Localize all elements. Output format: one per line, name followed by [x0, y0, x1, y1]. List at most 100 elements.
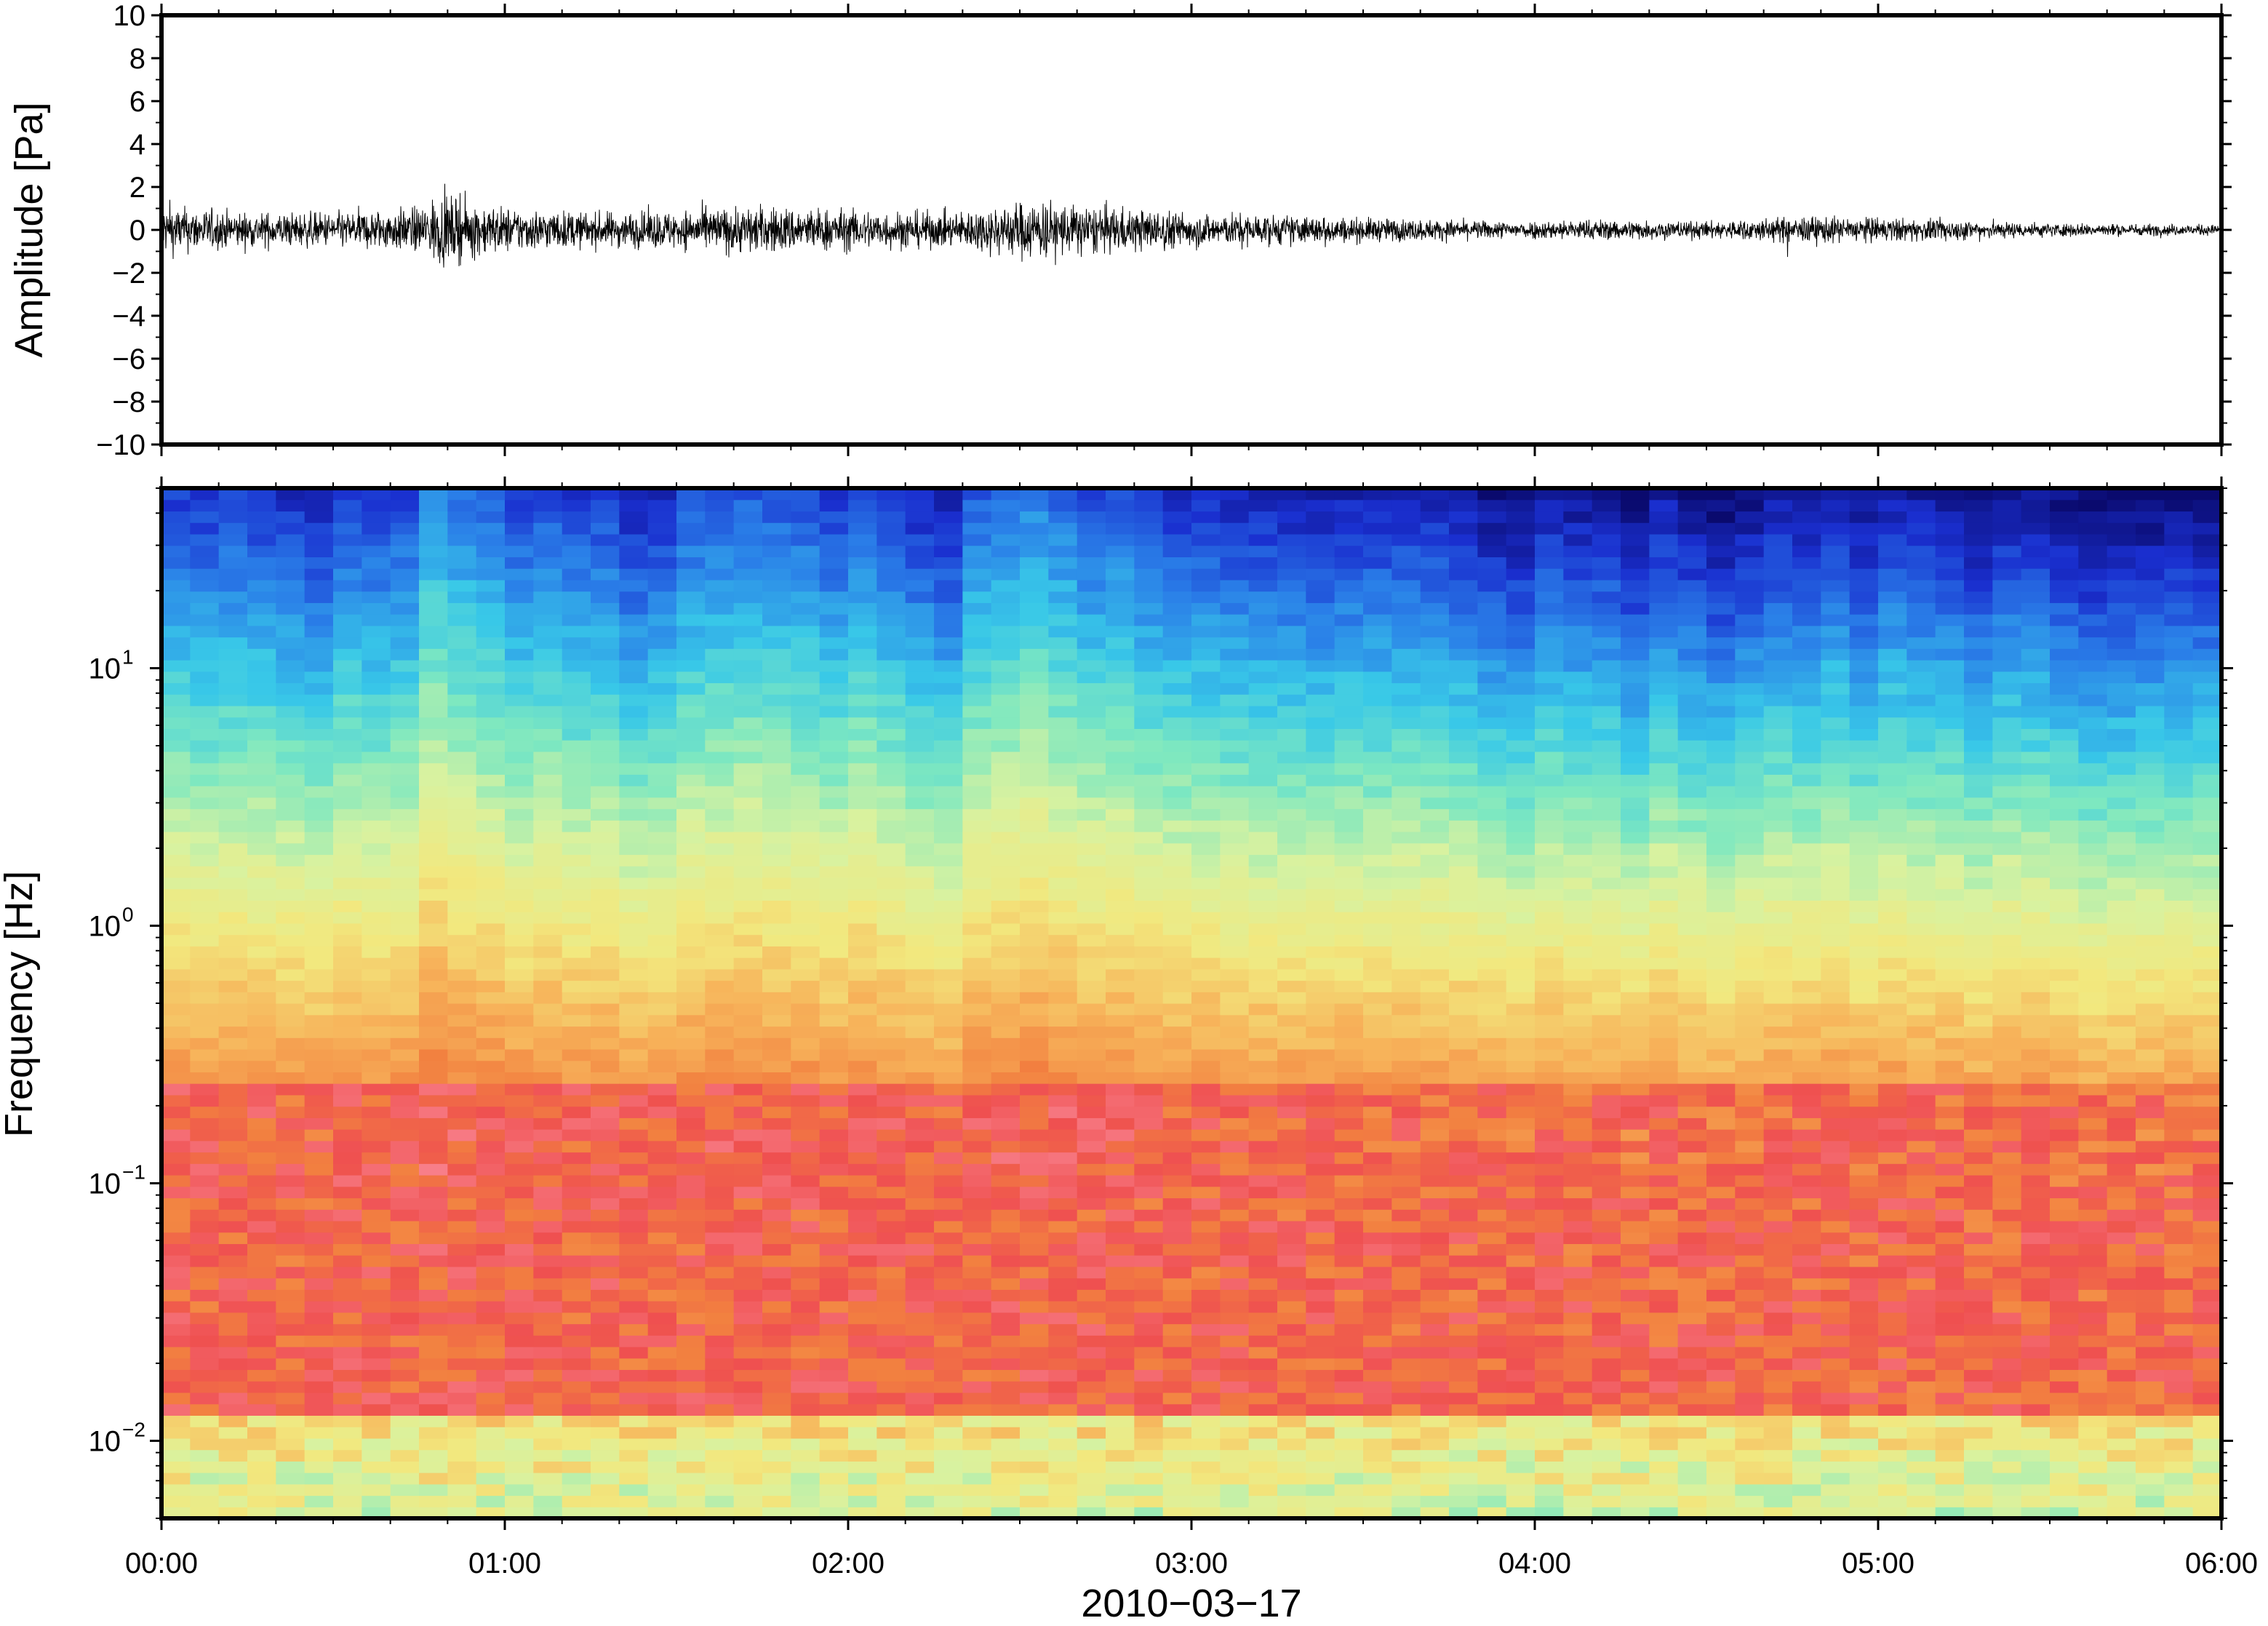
spectrogram-cell	[276, 1438, 305, 1450]
spectrogram-cell	[1649, 1438, 1678, 1450]
spectrogram-cell	[305, 1095, 334, 1107]
spectrogram-cell	[1592, 637, 1621, 649]
spectrogram-cell	[1106, 717, 1135, 729]
spectrogram-cell	[362, 752, 391, 763]
spectrogram-cell	[1335, 1496, 1364, 1507]
spectrogram-cell	[562, 1152, 591, 1164]
spectrogram-cell	[1048, 1472, 1077, 1484]
spectrogram-cell	[1506, 1312, 1536, 1324]
spectrogram-cell	[1363, 1324, 1392, 1336]
spectrogram-cell	[991, 637, 1021, 649]
spectrogram-cell	[1249, 1472, 1278, 1484]
spectrogram-cell	[533, 1278, 562, 1290]
spectrogram-cell	[276, 1015, 305, 1027]
spectrogram-cell	[247, 992, 276, 1003]
spectrogram-cell	[161, 614, 191, 626]
spectrogram-cell	[877, 1312, 906, 1324]
spectrogram-cell	[848, 843, 877, 855]
spectrogram-cell	[1191, 568, 1221, 580]
spectrogram-cell	[1449, 809, 1478, 821]
spectrogram-cell	[820, 752, 849, 763]
spectrogram-cell	[1363, 694, 1392, 706]
spectrogram-cell	[619, 1267, 648, 1278]
spectrogram-cell	[991, 1003, 1021, 1015]
spectrogram-cell	[1421, 1278, 1450, 1290]
spectrogram-cell	[1020, 1243, 1049, 1255]
spectrogram-cell	[1020, 1381, 1049, 1392]
spectrogram-cell	[619, 1003, 648, 1015]
spectrogram-cell	[1449, 935, 1478, 946]
spectrogram-cell	[962, 1415, 991, 1427]
spectrogram-cell	[1048, 1438, 1077, 1450]
spectrogram-cell	[533, 534, 562, 546]
spectrogram-cell	[1220, 1438, 1249, 1450]
spectrogram-cell	[247, 935, 276, 946]
spectrogram-cell	[247, 602, 276, 614]
spectrogram-cell	[1306, 1484, 1335, 1496]
spectrogram-cell	[705, 809, 734, 821]
spectrogram-cell	[1277, 1129, 1306, 1141]
spectrogram-cell	[419, 1450, 448, 1462]
spectrogram-cell	[362, 717, 391, 729]
spectrogram-cell	[1649, 1404, 1678, 1416]
spectrogram-cell	[1163, 511, 1192, 522]
spectrogram-cell	[991, 843, 1021, 855]
spectrogram-cell	[1592, 648, 1621, 660]
spectrogram-cell	[476, 1083, 506, 1095]
spectrogram-cell	[734, 717, 763, 729]
spectrogram-cell	[419, 889, 448, 901]
spectrogram-cell	[762, 1083, 791, 1095]
spectrogram-cell	[1477, 1404, 1506, 1416]
spectrogram-cell	[1506, 1129, 1536, 1141]
spectrogram-cell	[362, 534, 391, 546]
spectrogram-cell	[1621, 854, 1650, 866]
spectrogram-cell	[1421, 809, 1450, 821]
spectrogram-cell	[877, 1461, 906, 1472]
spectrogram-cell	[705, 717, 734, 729]
spectrogram-cell	[676, 1141, 706, 1152]
spectrogram-cell	[1649, 1335, 1678, 1347]
spectrogram-cell	[219, 1484, 248, 1496]
spectrogram-cell	[877, 1232, 906, 1244]
spectrogram-cell	[1335, 1335, 1364, 1347]
spectrogram-cell	[1106, 1381, 1135, 1392]
spectrogram-cell	[1077, 660, 1106, 671]
spectrogram-cell	[219, 1461, 248, 1472]
spectrogram-cell	[1477, 774, 1506, 786]
spectrogram-cell	[1649, 866, 1678, 877]
spectrogram-cell	[1592, 900, 1621, 912]
spectrogram-cell	[877, 866, 906, 877]
spectrogram-cell	[247, 1061, 276, 1072]
spectrogram-cell	[276, 580, 305, 591]
spectrogram-cell	[562, 912, 591, 923]
spectrogram-cell	[1449, 1484, 1478, 1496]
spectrogram-cell	[276, 992, 305, 1003]
spectrogram-cell	[791, 1037, 820, 1049]
spectrogram-cell	[1649, 522, 1678, 534]
spectrogram-cell	[848, 969, 877, 981]
spectrogram-cell	[762, 1221, 791, 1232]
spectrogram-cell	[1335, 1061, 1364, 1072]
spectrogram-cell	[1277, 854, 1306, 866]
spectrogram-cell	[1535, 1175, 1564, 1187]
spectrogram-cell	[447, 1141, 476, 1152]
spectrogram-cell	[1649, 889, 1678, 901]
spectrogram-cell	[1535, 763, 1564, 775]
spectrogram-cell	[1621, 1129, 1650, 1141]
spectrogram-cell	[1249, 774, 1278, 786]
spectrogram-cell	[1363, 1061, 1392, 1072]
spectrogram-cell	[1249, 1358, 1278, 1370]
spectrogram-cell	[533, 820, 562, 832]
spectrogram-cell	[1163, 740, 1192, 752]
spectrogram-cell	[1391, 1369, 1421, 1381]
spectrogram-cell	[190, 935, 219, 946]
spectrogram-cell	[1077, 648, 1106, 660]
spectrogram-cell	[962, 637, 991, 649]
spectrogram-cell	[991, 694, 1021, 706]
spectrogram-cell	[305, 1061, 334, 1072]
spectrogram-cell	[1306, 843, 1335, 855]
spectrogram-cell	[1277, 626, 1306, 637]
spectrogram-cell	[1678, 1358, 1707, 1370]
spectrogram-cell	[1678, 1026, 1707, 1037]
spectrogram-cell	[1249, 1496, 1278, 1507]
